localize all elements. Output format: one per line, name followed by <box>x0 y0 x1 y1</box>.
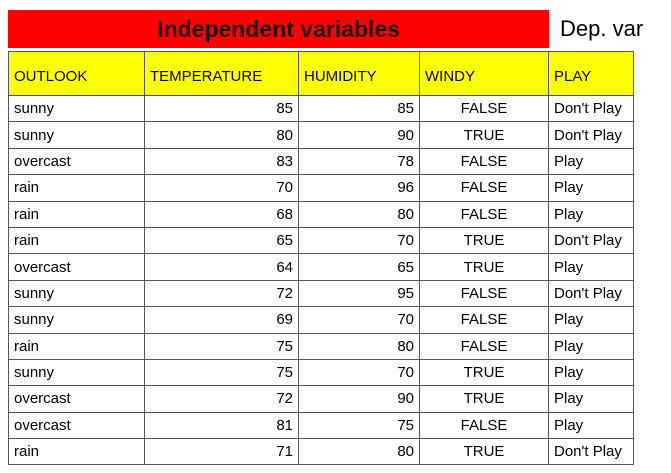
play-cell: Play <box>548 306 634 334</box>
temperature-cell: 72 <box>144 279 299 308</box>
windy-cell: TRUE <box>419 253 549 281</box>
windy-cell: FALSE <box>419 279 549 308</box>
humidity-cell: 70 <box>298 306 420 334</box>
temperature-cell: 64 <box>144 253 299 281</box>
outlook-cell: rain <box>8 332 145 360</box>
temperature-cell: 81 <box>144 411 299 440</box>
header-row: Independent variables Dep. var <box>8 10 668 48</box>
table-row: rain 68 80 FALSE Play <box>8 200 634 228</box>
temperature-cell: 68 <box>144 200 299 228</box>
weather-data-table: OUTLOOK TEMPERATURE HUMIDITY WINDY PLAY … <box>8 51 634 466</box>
table-row: overcast 64 65 TRUE Play <box>8 253 634 281</box>
table-body: sunny 85 85 FALSE Don't Play sunny 80 90 TRUE Don… <box>8 94 634 466</box>
play-cell: Play <box>548 147 634 176</box>
play-cell: Don't Play <box>548 438 634 466</box>
table-row: overcast 83 78 FALSE Play <box>8 147 634 176</box>
play-cell: Play <box>548 332 634 360</box>
temperature-cell: 75 <box>144 358 299 387</box>
outlook-cell: overcast <box>8 385 145 413</box>
table-row: rain 70 96 FALSE Play <box>8 174 634 202</box>
temperature-cell: 80 <box>144 121 299 149</box>
humidity-cell: 80 <box>298 200 420 228</box>
humidity-cell: 90 <box>298 121 420 149</box>
play-cell: Play <box>548 358 634 387</box>
humidity-cell: 75 <box>298 411 420 440</box>
outlook-cell: rain <box>8 226 145 255</box>
table-row: sunny 72 95 FALSE Don't Play <box>8 279 634 308</box>
outlook-cell: overcast <box>8 253 145 281</box>
windy-cell: FALSE <box>419 200 549 228</box>
column-header-temperature: TEMPERATURE <box>144 51 299 96</box>
outlook-cell: sunny <box>8 94 145 123</box>
play-cell: Play <box>548 200 634 228</box>
outlook-cell: sunny <box>8 358 145 387</box>
humidity-cell: 65 <box>298 253 420 281</box>
windy-cell: TRUE <box>419 226 549 255</box>
table-row: rain 71 80 TRUE Don't Play <box>8 438 634 466</box>
humidity-cell: 96 <box>298 174 420 202</box>
windy-cell: TRUE <box>419 121 549 149</box>
humidity-cell: 90 <box>298 385 420 413</box>
play-cell: Don't Play <box>548 279 634 308</box>
temperature-cell: 65 <box>144 226 299 255</box>
table-row: sunny 69 70 FALSE Play <box>8 306 634 334</box>
humidity-cell: 78 <box>298 147 420 176</box>
table-row: rain 65 70 TRUE Don't Play <box>8 226 634 255</box>
outlook-cell: overcast <box>8 411 145 440</box>
outlook-cell: sunny <box>8 306 145 334</box>
temperature-cell: 85 <box>144 94 299 123</box>
windy-cell: FALSE <box>419 174 549 202</box>
humidity-cell: 80 <box>298 438 420 466</box>
column-header-play: PLAY <box>548 51 634 96</box>
table-row: rain 75 80 FALSE Play <box>8 332 634 360</box>
windy-cell: TRUE <box>419 358 549 387</box>
outlook-cell: sunny <box>8 279 145 308</box>
outlook-cell: rain <box>8 174 145 202</box>
windy-cell: FALSE <box>419 411 549 440</box>
humidity-cell: 70 <box>298 358 420 387</box>
outlook-cell: rain <box>8 438 145 466</box>
table-row: sunny 80 90 TRUE Don't Play <box>8 121 634 149</box>
column-header-humidity: HUMIDITY <box>298 51 420 96</box>
temperature-cell: 70 <box>144 174 299 202</box>
outlook-cell: rain <box>8 200 145 228</box>
humidity-cell: 95 <box>298 279 420 308</box>
windy-cell: TRUE <box>419 385 549 413</box>
table-row: overcast 72 90 TRUE Play <box>8 385 634 413</box>
windy-cell: FALSE <box>419 306 549 334</box>
humidity-cell: 70 <box>298 226 420 255</box>
table-row: overcast 81 75 FALSE Play <box>8 411 634 440</box>
play-cell: Don't Play <box>548 121 634 149</box>
table-header-row: OUTLOOK TEMPERATURE HUMIDITY WINDY PLAY <box>8 51 634 96</box>
play-cell: Don't Play <box>548 226 634 255</box>
play-cell: Play <box>548 253 634 281</box>
table-row: sunny 75 70 TRUE Play <box>8 358 634 387</box>
independent-variables-banner: Independent variables <box>8 10 549 48</box>
temperature-cell: 72 <box>144 385 299 413</box>
temperature-cell: 69 <box>144 306 299 334</box>
windy-cell: TRUE <box>419 438 549 466</box>
outlook-cell: sunny <box>8 121 145 149</box>
windy-cell: FALSE <box>419 147 549 176</box>
windy-cell: FALSE <box>419 332 549 360</box>
temperature-cell: 83 <box>144 147 299 176</box>
play-cell: Don't Play <box>548 94 634 123</box>
temperature-cell: 71 <box>144 438 299 466</box>
play-cell: Play <box>548 385 634 413</box>
table-row: sunny 85 85 FALSE Don't Play <box>8 94 634 123</box>
temperature-cell: 75 <box>144 332 299 360</box>
column-header-windy: WINDY <box>419 51 549 96</box>
column-header-outlook: OUTLOOK <box>8 51 145 96</box>
dependent-variable-label: Dep. var <box>560 16 644 41</box>
play-cell: Play <box>548 174 634 202</box>
humidity-cell: 80 <box>298 332 420 360</box>
outlook-cell: overcast <box>8 147 145 176</box>
humidity-cell: 85 <box>298 94 420 123</box>
play-cell: Play <box>548 411 634 440</box>
windy-cell: FALSE <box>419 94 549 123</box>
